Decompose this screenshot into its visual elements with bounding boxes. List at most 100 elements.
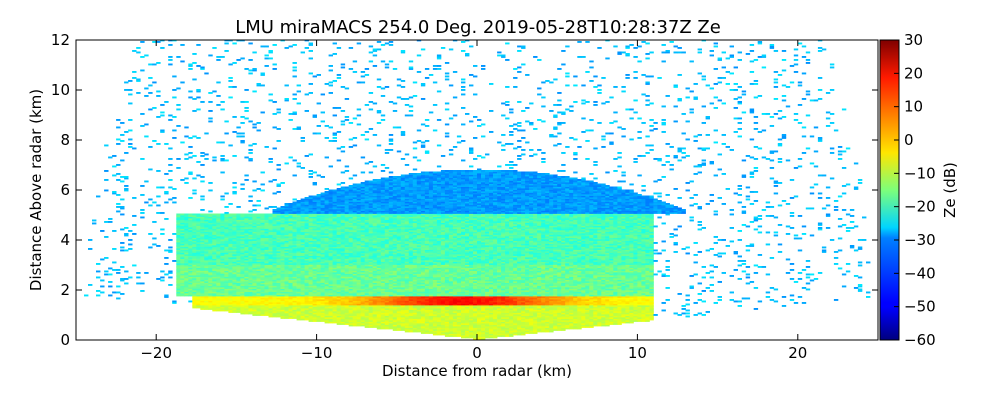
echo-cell: [296, 302, 301, 304]
echo-cell: [284, 245, 289, 247]
echo-cell: [216, 276, 221, 279]
echo-cell: [180, 221, 185, 223]
echo-cell: [336, 275, 342, 277]
echo-cell: [332, 230, 337, 232]
echo-cell: [272, 305, 277, 307]
echo-cell: [256, 269, 261, 271]
echo-cell: [248, 311, 253, 313]
echo-cell: [220, 228, 225, 231]
echo-cell: [156, 195, 161, 198]
echo-cell: [360, 71, 366, 73]
echo-cell: [244, 242, 249, 244]
echo-cell: [340, 222, 346, 225]
echo-cell: [280, 222, 285, 225]
echo-cell: [272, 231, 277, 234]
echo-cell: [192, 249, 197, 252]
echo-cell: [228, 279, 233, 282]
echo-cell: [232, 285, 237, 288]
echo-cell: [384, 152, 390, 154]
echo-cell: [316, 230, 321, 232]
echo-cell: [288, 206, 293, 208]
echo-cell: [340, 228, 346, 231]
echo-cell: [176, 239, 181, 241]
echo-cell: [304, 248, 309, 250]
echo-cell: [368, 171, 374, 174]
echo-cell: [224, 300, 229, 303]
echo-cell: [308, 263, 313, 265]
echo-cell: [232, 269, 237, 271]
echo-cell: [324, 273, 329, 276]
echo-cell: [316, 260, 321, 262]
echo-cell: [184, 182, 189, 184]
echo-cell: [324, 191, 329, 193]
echo-cell: [192, 215, 197, 217]
echo-cell: [224, 276, 229, 279]
echo-cell: [284, 260, 289, 262]
echo-cell: [248, 287, 253, 289]
echo-cell: [188, 251, 193, 253]
echo-cell: [308, 308, 313, 310]
echo-cell: [224, 264, 229, 267]
echo-cell: [248, 195, 253, 198]
echo-cell: [272, 212, 277, 214]
echo-cell: [224, 233, 229, 235]
echo-cell: [304, 254, 309, 256]
echo-cell: [308, 287, 313, 289]
echo-cell: [276, 191, 281, 193]
echo-cell: [304, 290, 309, 292]
echo-cell: [308, 210, 313, 213]
echo-cell: [244, 213, 249, 216]
echo-cell: [332, 320, 337, 322]
echo-cell: [272, 275, 277, 277]
echo-cell: [252, 309, 257, 312]
echo-cell: [276, 285, 281, 288]
echo-cell: [280, 254, 285, 256]
echo-cell: [244, 221, 249, 223]
echo-cell: [244, 257, 249, 259]
echo-cell: [300, 230, 305, 232]
echo-cell: [184, 242, 189, 244]
echo-cell: [228, 282, 233, 285]
echo-cell: [324, 213, 329, 216]
echo-cell: [208, 279, 213, 282]
echo-cell: [212, 219, 217, 222]
echo-cell: [108, 294, 113, 297]
echo-cell: [296, 314, 301, 316]
echo-cell: [352, 137, 358, 139]
echo-cell: [192, 263, 197, 265]
echo-cell: [160, 104, 165, 106]
echo-cell: [284, 228, 289, 231]
echo-cell: [244, 311, 249, 313]
echo-cell: [196, 242, 201, 244]
echo-cell: [316, 213, 321, 216]
echo-cell: [292, 275, 297, 277]
echo-cell: [264, 285, 269, 288]
echo-cell: [236, 303, 241, 306]
echo-cell: [336, 254, 342, 256]
echo-cell: [312, 270, 317, 273]
echo-cell: [280, 263, 285, 265]
echo-cell: [296, 126, 301, 129]
echo-cell: [312, 264, 317, 267]
echo-cell: [264, 269, 269, 271]
echo-cell: [232, 182, 237, 184]
echo-cell: [292, 252, 297, 255]
echo-cell: [288, 228, 293, 231]
echo-cell: [292, 228, 297, 231]
echo-cell: [220, 56, 225, 58]
echo-cell: [216, 254, 221, 256]
echo-cell: [288, 296, 293, 298]
echo-cell: [288, 203, 293, 205]
echo-cell: [284, 240, 289, 243]
echo-cell: [276, 257, 281, 259]
echo-cell: [324, 228, 329, 231]
echo-cell: [324, 251, 329, 253]
echo-cell: [320, 242, 325, 244]
echo-cell: [316, 294, 321, 297]
echo-cell: [236, 305, 241, 307]
echo-cell: [260, 267, 265, 270]
echo-cell: [208, 300, 213, 303]
echo-cell: [284, 243, 289, 246]
echo-cell: [308, 42, 313, 45]
echo-cell: [276, 309, 281, 312]
